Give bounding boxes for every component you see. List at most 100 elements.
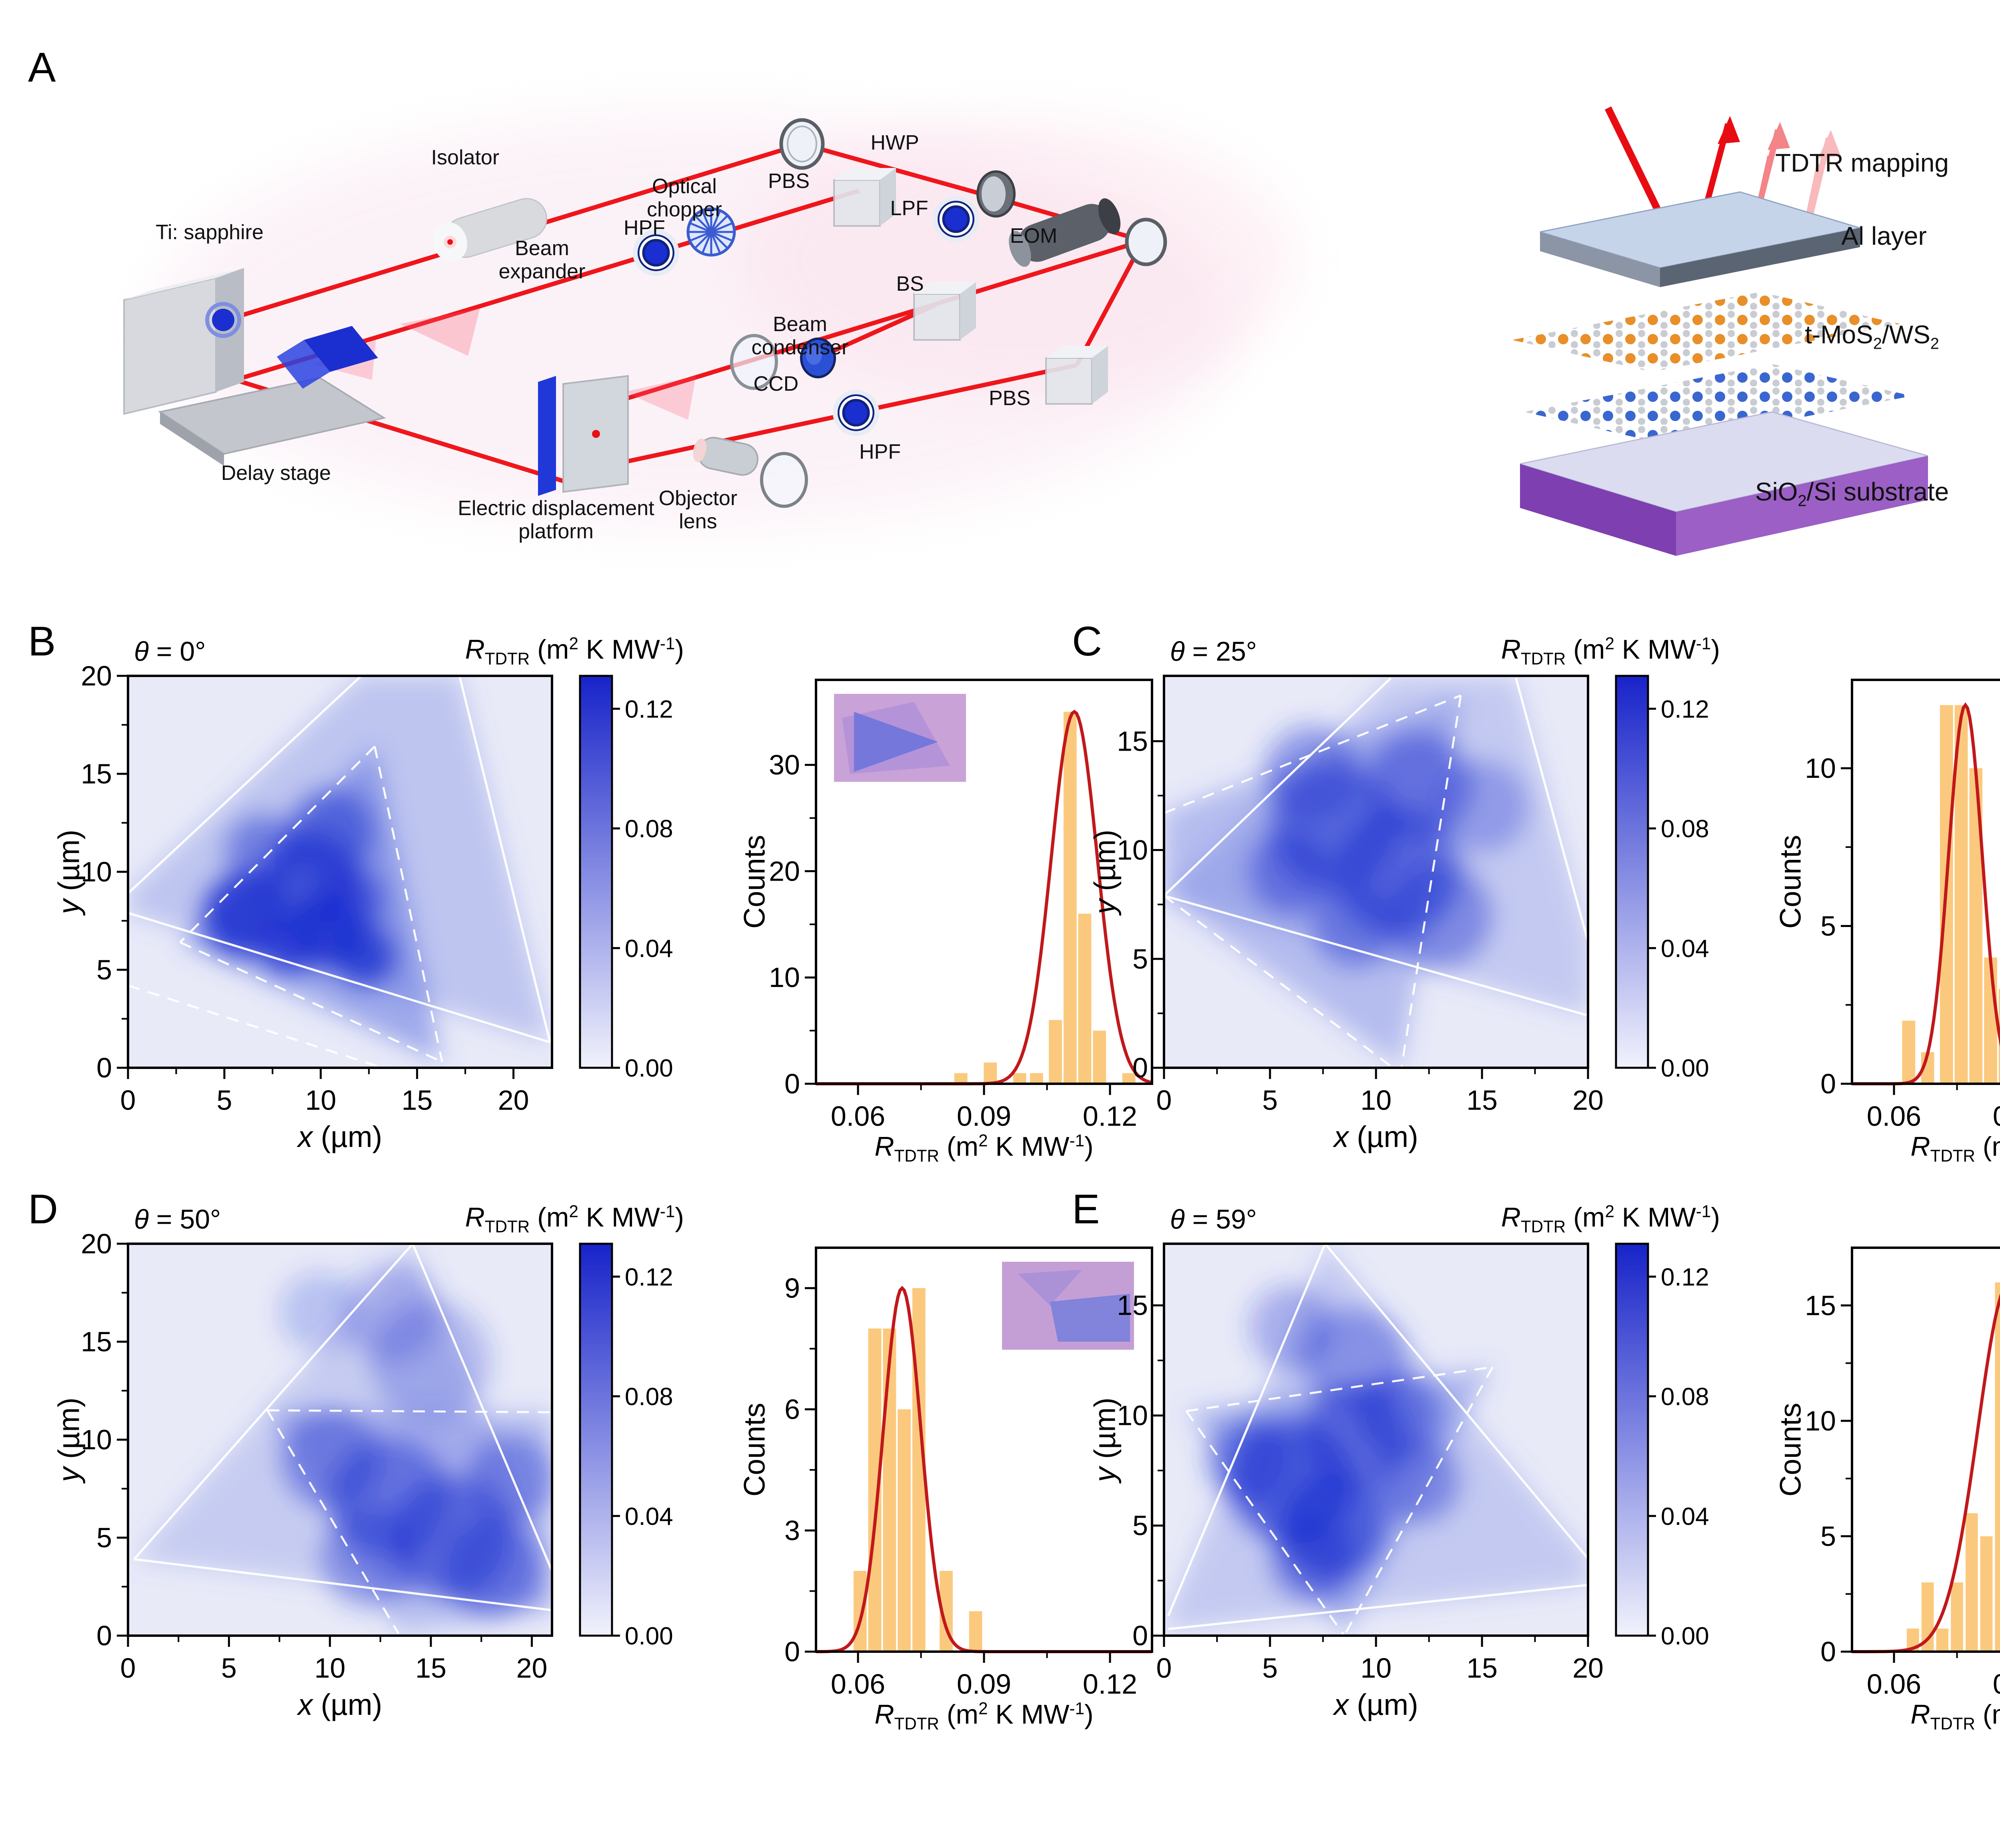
svg-text:10: 10 [81, 1424, 112, 1455]
svg-text:0.04: 0.04 [1661, 935, 1709, 963]
E_map-theta-label: θ = 59° [1170, 1204, 1257, 1235]
ti-sapphire-laser [123, 268, 244, 415]
svg-text:15: 15 [415, 1652, 446, 1684]
svg-text:20: 20 [1572, 1085, 1604, 1116]
mirror-disc-2 [1125, 218, 1167, 266]
relay-lens [760, 452, 808, 508]
E_hist-y-axis-title: Counts [1774, 1402, 1807, 1497]
svg-text:0.04: 0.04 [1661, 1503, 1709, 1530]
svg-text:0: 0 [1820, 1068, 1836, 1099]
bench-label-15: Electric displacement platform [458, 496, 654, 543]
D_hist-svg: 0.06 0.09 0.12 0 3 6 9 [784, 1247, 1153, 1700]
svg-text:0: 0 [1132, 1052, 1148, 1083]
D_hist-x-axis-title: RTDTR (m2 K MW-1) [874, 1699, 1094, 1733]
E_map-colorbar-title: RTDTR (m2 K MW-1) [1501, 1202, 1720, 1236]
svg-text:0.06: 0.06 [831, 1101, 885, 1132]
svg-text:5: 5 [216, 1085, 232, 1116]
hpf-filter [633, 230, 679, 276]
C_map-theta-label: θ = 25° [1170, 636, 1257, 667]
bench-label-5: LPF [890, 196, 928, 220]
svg-text:10: 10 [314, 1652, 346, 1684]
bench-label-16: Objector lens [658, 486, 738, 533]
B_hist-y-axis-title: Counts [738, 835, 771, 929]
bench-label-13: HPF [859, 440, 901, 463]
E_map-y-axis-title: y (µm) [1088, 1397, 1122, 1482]
pbs-cube [833, 168, 896, 227]
svg-text:0.12: 0.12 [1661, 695, 1709, 723]
svg-text:0: 0 [784, 1068, 800, 1099]
bench-label-3: PBS [768, 169, 810, 193]
svg-text:15: 15 [81, 1326, 112, 1357]
svg-text:0: 0 [96, 1052, 112, 1083]
svg-text:0.12: 0.12 [625, 1263, 673, 1291]
heatmap-e: 0 5 10 15 20 0 5 10 15 0.00 0.04 0.08 0.12 θ = 59° RTD… [1088, 1192, 1728, 1736]
svg-text:0.08: 0.08 [1661, 815, 1709, 843]
sample-stack-art [1512, 106, 1928, 556]
C_hist-svg: 0.060.090.120510 [1805, 679, 2000, 1132]
B_map-svg: 0 5 10 15 20 0 5 10 15 20 0.00 0.04 0.08 0.12 [81, 660, 673, 1116]
bench-label-12: PBS [988, 386, 1031, 410]
B_map-x-axis-title: x (µm) [298, 1120, 382, 1153]
svg-text:0: 0 [784, 1636, 800, 1667]
substrate-slab [1520, 411, 1928, 556]
svg-text:0: 0 [96, 1620, 112, 1651]
svg-text:15: 15 [1466, 1085, 1498, 1116]
svg-text:0.09: 0.09 [1993, 1101, 2000, 1132]
isolator-cylinder [433, 198, 548, 262]
svg-text:0: 0 [120, 1085, 136, 1116]
svg-text:0.06: 0.06 [1867, 1101, 1921, 1132]
svg-text:0.04: 0.04 [625, 1503, 673, 1530]
mirror-disc [779, 118, 825, 170]
svg-text:30: 30 [769, 749, 800, 781]
D_map-theta-label: θ = 50° [134, 1204, 221, 1235]
B_hist-micrograph-inset [834, 694, 966, 782]
bench-label-10: Beam condenser [751, 312, 849, 359]
ccd-sensor [800, 338, 836, 378]
histogram-c: 0.060.090.120510RTDTR (m2 K MW-1)Counts [1774, 624, 2000, 1184]
bench-label-7: HPF [624, 216, 665, 240]
B_map-theta-label: θ = 0° [134, 636, 206, 667]
pbs-cube-2 [1045, 346, 1108, 405]
svg-text:5: 5 [1820, 1520, 1836, 1552]
svg-text:0.09: 0.09 [1993, 1668, 2000, 1700]
histogram-d: 0.06 0.09 0.12 0 3 6 9 RTDTR (m2 K MW-1) Counts [738, 1192, 1180, 1752]
svg-text:20: 20 [81, 1228, 112, 1259]
svg-text:20: 20 [81, 660, 112, 691]
bench-label-4: Optical chopper [647, 174, 722, 221]
mos2-lattice [1512, 292, 1900, 372]
condenser-lens [730, 334, 778, 390]
D_map-svg: 0 5 10 15 20 0 5 10 15 20 0.00 0.04 0.08 0.12 [81, 1228, 673, 1684]
hpf-filter-2 [833, 390, 879, 436]
bench-label-11: CCD [753, 372, 799, 396]
svg-text:9: 9 [784, 1273, 800, 1304]
stack-label-1: Al layer [1841, 222, 1927, 250]
bench-label-1: Isolator [431, 146, 500, 169]
E_map-x-axis-title: x (µm) [1334, 1688, 1418, 1721]
svg-text:0.04: 0.04 [625, 935, 673, 963]
stack-label-3: SiO2/Si substrate [1755, 477, 1949, 510]
svg-text:5: 5 [1262, 1085, 1278, 1116]
C_map-svg: 0 5 10 15 20 0 5 10 15 0.00 0.04 0.08 0.12 [1117, 675, 1709, 1116]
svg-text:0.00: 0.00 [625, 1055, 673, 1082]
C_map-x-axis-title: x (µm) [1334, 1120, 1418, 1153]
C_map-y-axis-title: y (µm) [1088, 829, 1122, 914]
bench-label-6: EOM [1010, 224, 1058, 248]
bench-label-0: Ti: sapphire [156, 220, 264, 244]
tdtr-setup-diagram: Ti: sapphire Isolator HWP PBS Optical choppe… [96, 60, 1356, 620]
bench-label-8: Beam expander [498, 236, 586, 283]
svg-text:10: 10 [305, 1085, 336, 1116]
optical-bench-art [123, 112, 1296, 528]
heatmap-c: 0 5 10 15 20 0 5 10 15 0.00 0.04 0.08 0.12 θ = 25° RTD… [1088, 624, 1728, 1168]
B_hist-x-axis-title: RTDTR (m2 K MW-1) [874, 1131, 1094, 1165]
ws2-lattice [1524, 364, 1912, 444]
svg-text:5: 5 [221, 1652, 237, 1684]
bench-label-14: Delay stage [221, 461, 331, 485]
svg-text:0.12: 0.12 [1083, 1668, 1137, 1700]
svg-text:0.00: 0.00 [1661, 1055, 1709, 1082]
E_hist-x-axis-title: RTDTR (m2 K MW-1) [1910, 1699, 2000, 1733]
svg-text:20: 20 [516, 1652, 548, 1684]
svg-text:10: 10 [1360, 1652, 1392, 1684]
svg-text:0.06: 0.06 [1867, 1668, 1921, 1700]
svg-text:10: 10 [1805, 753, 1836, 784]
svg-text:5: 5 [96, 954, 112, 985]
